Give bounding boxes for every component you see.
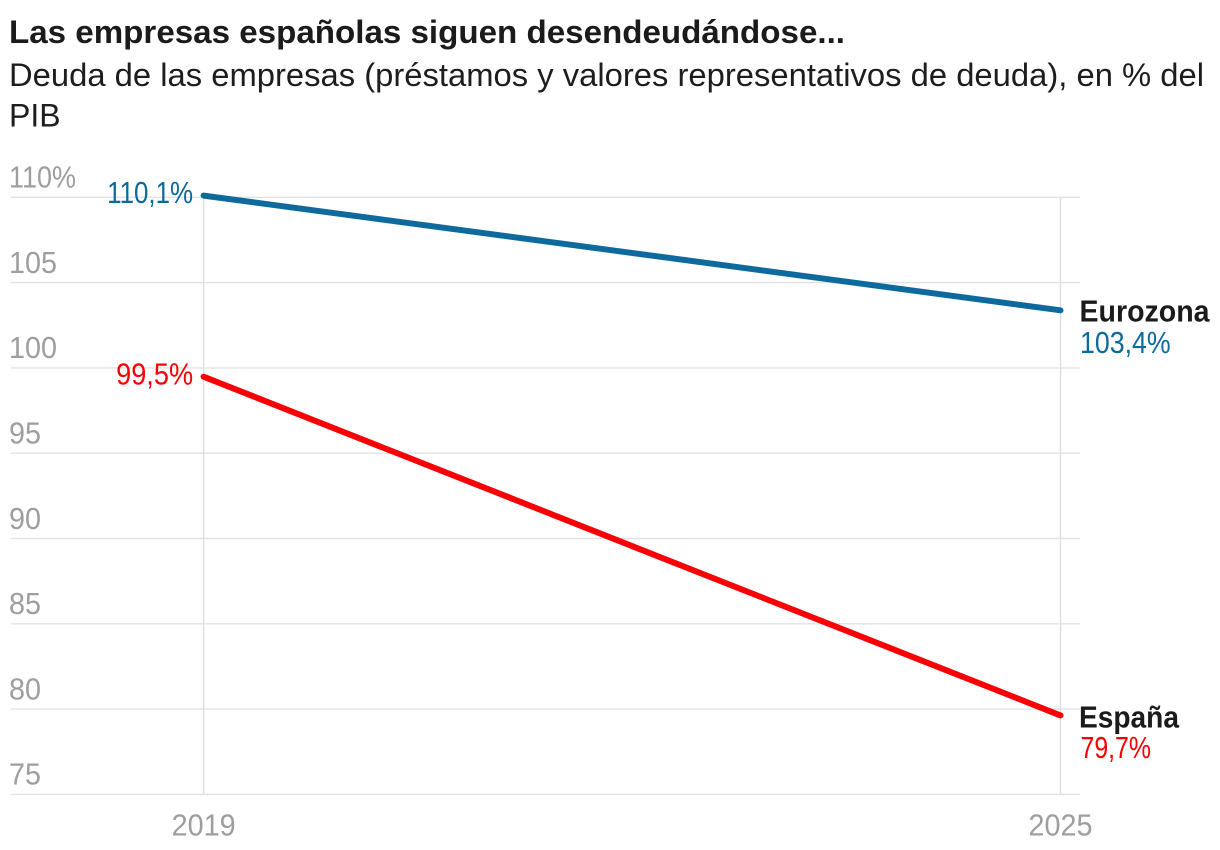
svg-text:79,7%: 79,7% [1081, 732, 1152, 765]
svg-text:105: 105 [9, 246, 57, 280]
svg-text:110%: 110% [9, 161, 76, 195]
svg-text:2019: 2019 [172, 809, 236, 843]
svg-text:99,5%: 99,5% [116, 358, 193, 391]
svg-text:Las empresas españolas siguen: Las empresas españolas siguen desendeudá… [9, 14, 845, 50]
svg-text:80: 80 [9, 672, 41, 706]
svg-text:España: España [1079, 702, 1179, 735]
svg-text:Eurozona: Eurozona [1080, 295, 1210, 328]
svg-text:85: 85 [9, 587, 41, 621]
svg-text:75: 75 [9, 758, 41, 792]
svg-text:110,1%: 110,1% [107, 177, 193, 210]
svg-text:2025: 2025 [1029, 809, 1093, 843]
svg-text:PIB: PIB [9, 98, 61, 134]
svg-text:90: 90 [9, 502, 41, 536]
svg-text:95: 95 [9, 417, 41, 451]
svg-text:Deuda de las empresas (préstam: Deuda de las empresas (préstamos y valor… [9, 57, 1204, 93]
svg-text:103,4%: 103,4% [1080, 327, 1171, 360]
svg-text:100: 100 [9, 331, 57, 365]
